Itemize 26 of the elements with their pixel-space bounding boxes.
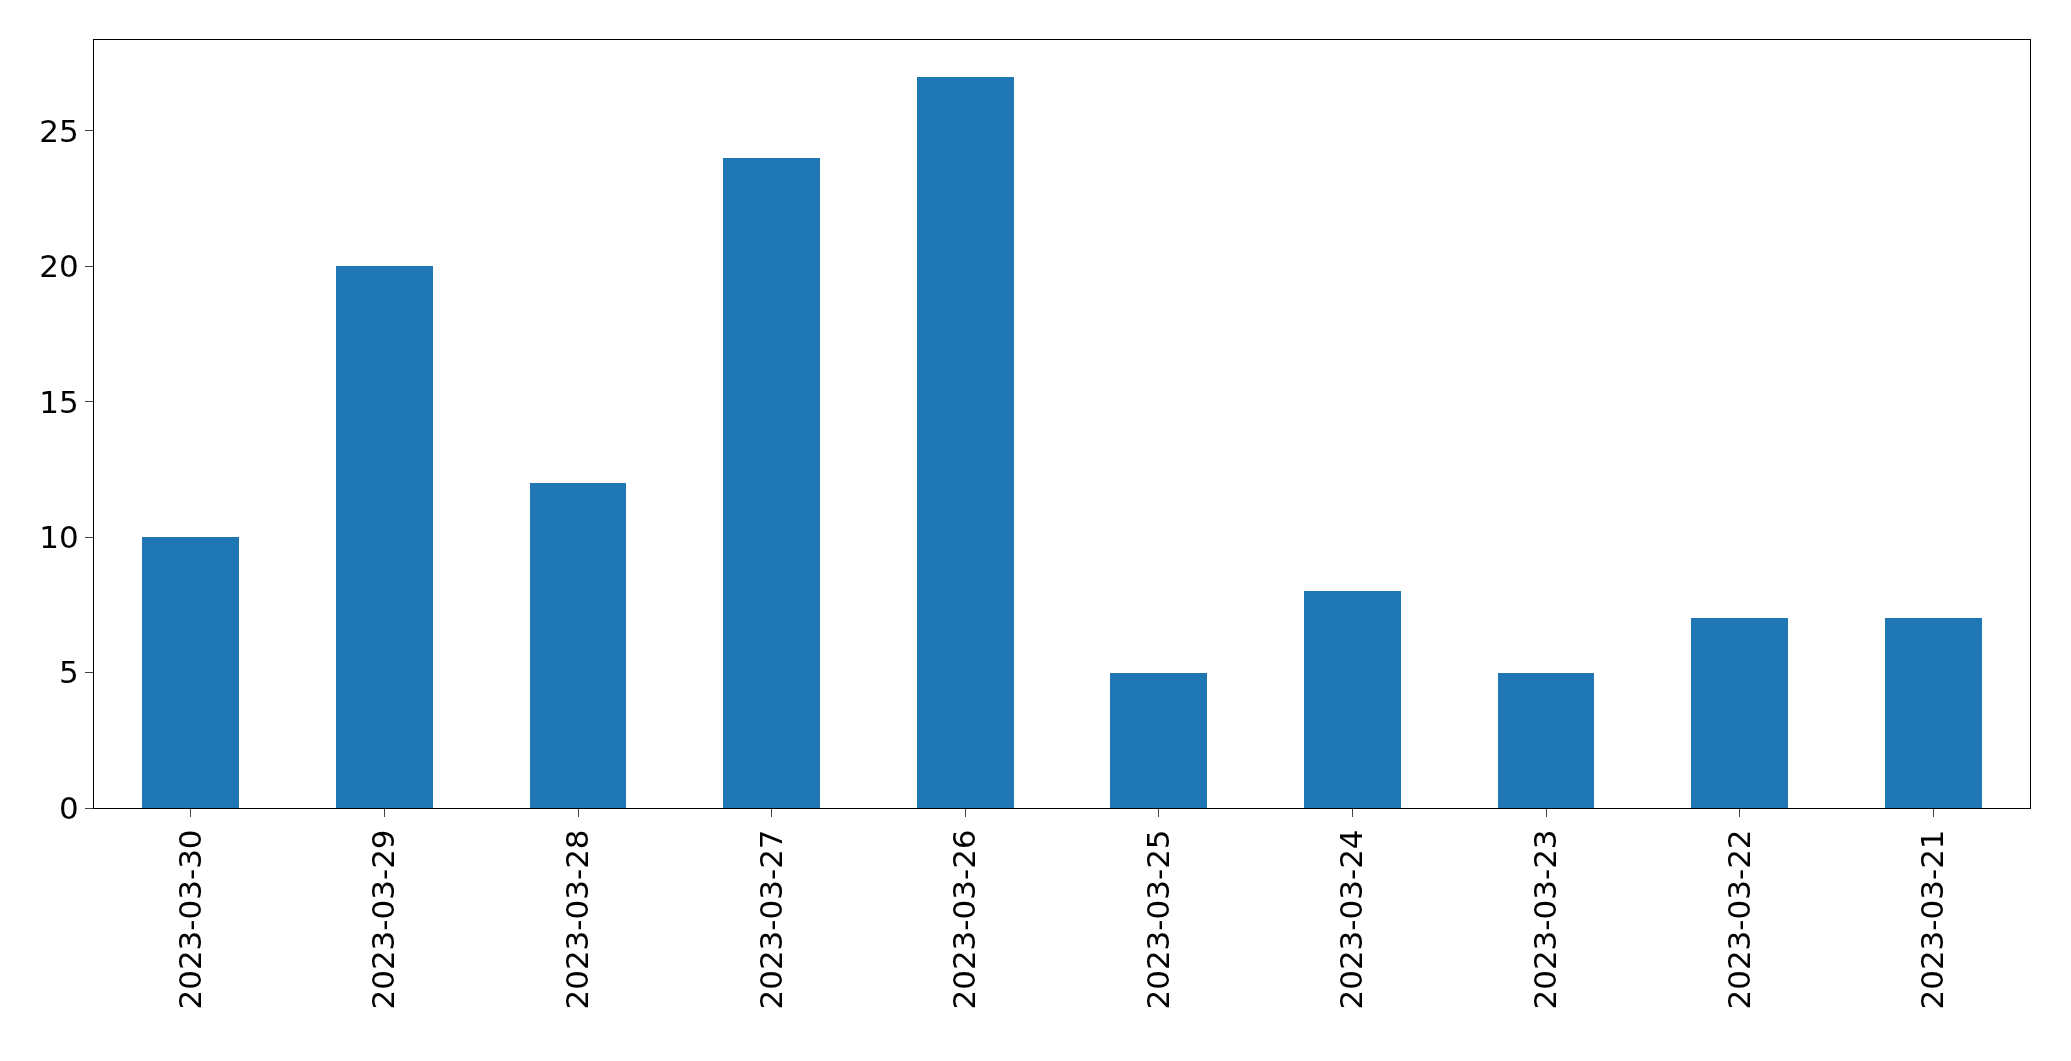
bar [723,158,820,808]
x-tick-label: 2023-03-30 [171,829,208,1010]
x-tick-label: 2023-03-24 [1333,829,1370,1010]
bar [1691,618,1788,808]
x-tick-label: 2023-03-23 [1527,829,1564,1010]
bar [530,483,626,808]
bar [142,537,239,808]
bar [917,77,1014,808]
y-tick-label: 25 [39,112,79,149]
bar [1304,591,1401,808]
bar [1498,673,1594,808]
x-tick-label: 2023-03-22 [1720,829,1757,1010]
x-tick-label: 2023-03-26 [946,829,983,1010]
x-tick-label: 2023-03-21 [1914,829,1951,1010]
y-tick-label: 0 [59,789,79,826]
x-tick-label: 2023-03-28 [559,829,596,1010]
y-tick-label: 20 [39,248,79,285]
x-tick-label: 2023-03-25 [1139,829,1176,1010]
bar [1885,618,1982,808]
bar [336,266,433,808]
y-tick-label: 5 [59,654,79,691]
y-tick-label: 15 [39,383,79,420]
y-tick-label: 10 [39,518,79,555]
x-tick-label: 2023-03-27 [752,829,789,1010]
bar [1110,673,1207,808]
x-tick-label: 2023-03-29 [365,829,402,1010]
